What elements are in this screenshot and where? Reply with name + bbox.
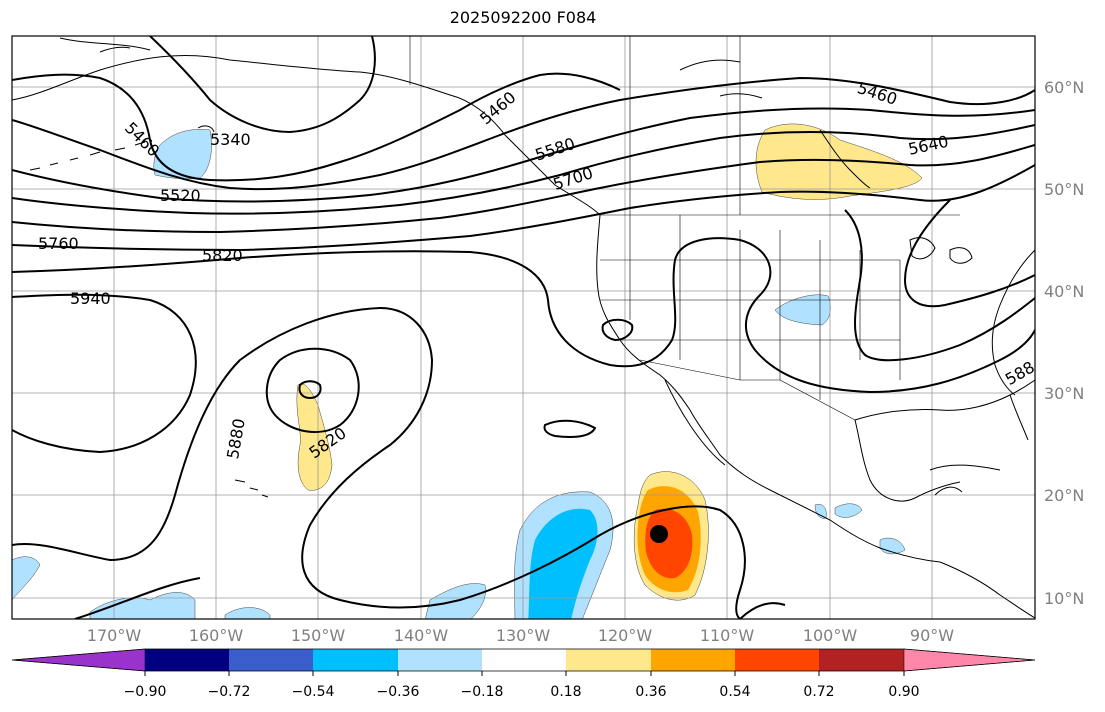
contour-5880-east [903, 199, 1035, 308]
colorbar-bin-5 [482, 649, 566, 671]
lat-label-50n: 50°N [1044, 180, 1085, 199]
contour-5460-alaska [12, 72, 621, 182]
negative-anomaly-gulf-alaska [153, 129, 212, 180]
mexico-gulf-coast [854, 419, 961, 502]
colorbar-tick-090: 0.90 [888, 684, 920, 700]
contour-label-5940: 5940 [70, 289, 111, 308]
contour-label-5340: 5340 [210, 130, 251, 149]
contour-label-5520: 5520 [160, 186, 201, 205]
political-borders [409, 36, 960, 421]
negative-anomaly-sw-small4 [224, 607, 271, 619]
aleutians [29, 141, 146, 171]
height-contours [12, 36, 1035, 619]
colorbar [11, 648, 1036, 676]
colorbar-tick-072: 0.72 [803, 684, 835, 700]
contour-5820 [12, 237, 1035, 394]
graticule [12, 36, 1035, 619]
cuba [929, 464, 1001, 471]
positive-anomaly-canada [755, 123, 923, 200]
storm-center-marker [650, 525, 668, 543]
hawaii-islands [234, 479, 269, 498]
alaska-peninsula [59, 37, 151, 53]
contour-5880-ca-low [601, 318, 634, 342]
contour-5940-west [12, 293, 197, 454]
lon-label-170w: 170°W [86, 626, 142, 645]
lon-label-110w: 110°W [699, 626, 755, 645]
hudson-bay [819, 129, 871, 189]
colorbar-min-extend [11, 648, 146, 672]
central-america [939, 561, 1035, 619]
alaska-coast [12, 54, 601, 216]
colorbar-tick-018: 0.18 [550, 684, 582, 700]
contour-5520 [12, 76, 1035, 191]
colorbar-tick-054: 0.54 [719, 684, 751, 700]
west-coast-us [596, 214, 941, 563]
contour-5880-main [12, 306, 746, 619]
colorbar-max-extend [903, 648, 1036, 672]
gulf-coast-us [854, 379, 1035, 421]
lat-label-40n: 40°N [1044, 282, 1085, 301]
colorbar-tick-neg072: −0.72 [207, 684, 251, 700]
lat-label-60n: 60°N [1044, 78, 1085, 97]
contour-5880-mx-low [543, 419, 597, 438]
contour-5640 [12, 124, 1035, 215]
lat-label-30n: 30°N [1044, 384, 1085, 403]
contour-5760 [12, 164, 1035, 252]
florida [1009, 394, 1029, 441]
contour-5820-high [844, 209, 1035, 362]
colorbar-bin-1 [145, 649, 229, 671]
contour-5340-low [149, 36, 376, 134]
lon-label-140w: 140°W [393, 626, 449, 645]
lon-label-90w: 90°W [909, 626, 955, 645]
negative-anomaly-sw-small2 [89, 592, 196, 619]
colorbar-tick-neg054: −0.54 [291, 684, 335, 700]
colorbar-tick-neg090: −0.90 [123, 684, 167, 700]
lat-label-20n: 20°N [1044, 486, 1085, 505]
colorbar-bin-9 [819, 649, 904, 671]
map-title: 2025092200 F084 [449, 8, 597, 27]
colorbar-tick-036: 0.36 [635, 684, 667, 700]
colorbar-bin-2 [229, 649, 313, 671]
lon-label-100w: 100°W [802, 626, 858, 645]
contour-5820-low-core [298, 380, 322, 400]
east-coast [991, 249, 1035, 396]
lon-label-160w: 160°W [188, 626, 244, 645]
contour-5580 [12, 107, 1035, 203]
contour-label-5760: 5760 [38, 234, 79, 253]
colorbar-bin-8 [735, 649, 819, 671]
kodiak [197, 125, 215, 133]
positive-anomaly-hawaii [296, 383, 333, 491]
lat-label-10n: 10°N [1044, 589, 1085, 608]
lon-label-150w: 150°W [290, 626, 346, 645]
contour-5820-low-ring [265, 347, 360, 433]
lon-label-130w: 130°W [495, 626, 551, 645]
canadian-archipelago [679, 59, 763, 99]
negative-anomaly-central-america1 [834, 503, 863, 518]
contour-5700 [12, 144, 1035, 234]
colorbar-tick-neg018: −0.18 [460, 684, 504, 700]
contour-label-5820: 5820 [202, 246, 243, 265]
yucatan [934, 486, 963, 496]
negative-anomaly-sw-small3 [12, 556, 41, 601]
colorbar-bin-4 [398, 649, 482, 671]
contour-5880-sw [74, 577, 201, 619]
colorbar-bin-3 [313, 649, 398, 671]
colorbar-bin-7 [651, 649, 735, 671]
contour-5880-hurricane [739, 602, 786, 619]
baja [664, 379, 726, 466]
colorbar-tick-neg036: −0.36 [376, 684, 420, 700]
colorbar-bin-6 [566, 649, 651, 671]
negative-anomaly-east-pacific-dark [528, 508, 598, 619]
map-frame [11, 35, 1036, 620]
lon-label-120w: 120°W [597, 626, 653, 645]
